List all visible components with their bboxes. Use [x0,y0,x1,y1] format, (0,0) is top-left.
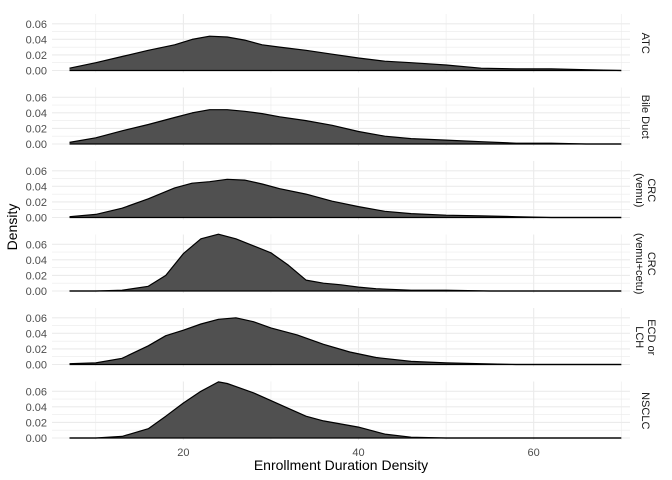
density-area [69,234,622,291]
y-tick-label: 0.02 [26,197,47,209]
density-area [69,179,622,218]
facet-strip-label-line: ATC [639,33,651,54]
x-tick-label: 20 [177,447,189,459]
y-tick-label: 0.02 [26,344,47,356]
y-tick-label: 0.02 [26,123,47,135]
facet-panel: 0.00 0.02 0.04 0.06 Bile Duct [26,87,651,151]
y-axis-title: Density [4,204,20,251]
facet-panel: 0.00 0.02 0.04 0.06 CRC(vemu) [26,161,657,225]
y-tick-label: 0.00 [26,360,47,372]
density-line [69,109,622,145]
y-tick-label: 0.06 [26,239,47,251]
facet-panel: 0.00 0.02 0.04 0.06 ECD orLCH [26,308,657,372]
facet-panel: 0.00 0.02 0.04 0.06 CRC(vemu+cetu) [26,233,657,298]
density-line [69,35,622,72]
facet-strip-label-line: (vemu+cetu) [633,233,645,294]
y-tick-label: 0.06 [26,313,47,325]
facet-strip-label: CRC(vemu+cetu) [633,233,657,294]
facet-strip-label: NSCLC [639,392,651,429]
density-line [69,381,622,439]
y-tick-label: 0.02 [26,270,47,282]
density-area [69,317,622,365]
y-tick-label: 0.04 [26,328,47,340]
y-tick-label: 0.02 [26,417,47,429]
density-area [69,36,622,71]
y-tick-label: 0.04 [26,402,47,414]
y-tick-label: 0.04 [26,108,47,120]
x-axis-title: Enrollment Duration Density [254,457,428,473]
facet-strip-label: Bile Duct [639,95,651,139]
y-tick-label: 0.00 [26,66,47,78]
x-axis: 20 40 60 [177,447,540,459]
y-tick-label: 0.02 [26,50,47,62]
facet-strip-label-line: LCH [633,326,645,348]
y-tick-label: 0.04 [26,181,47,193]
facet-strip-label-line: (vemu) [633,173,645,207]
density-line [69,178,622,219]
y-tick-label: 0.00 [26,213,47,225]
facet-strip-label-line: CRC [645,178,657,202]
density-line [69,233,622,292]
facet-strip-label-line: Bile Duct [639,95,651,139]
y-tick-label: 0.06 [26,92,47,104]
y-tick-label: 0.00 [26,286,47,298]
facet-panel: 0.00 0.02 0.04 0.06 NSCLC [26,381,651,445]
y-tick-label: 0.06 [26,386,47,398]
facet-strip-label: ATC [639,33,651,54]
y-tick-label: 0.04 [26,255,47,267]
facet-strip-label-line: ECD or [645,319,657,355]
y-tick-label: 0.00 [26,139,47,151]
facet-strip-label: CRC(vemu) [633,173,657,207]
x-tick-label: 40 [352,447,364,459]
y-tick-label: 0.00 [26,433,47,445]
facet-strip-label-line: CRC [645,252,657,276]
density-area [69,381,622,438]
y-tick-label: 0.06 [26,19,47,31]
facet-panels: 0.00 0.02 0.04 0.06 ATC 0.00 0.02 0.04 0.06 Bile … [26,14,657,445]
y-tick-label: 0.04 [26,34,47,46]
x-tick-label: 60 [528,447,540,459]
facet-panel: 0.00 0.02 0.04 0.06 ATC [26,14,651,78]
facet-strip-label-line: NSCLC [639,392,651,429]
density-area [69,109,622,144]
y-tick-label: 0.06 [26,166,47,178]
facet-strip-label: ECD orLCH [633,319,657,355]
